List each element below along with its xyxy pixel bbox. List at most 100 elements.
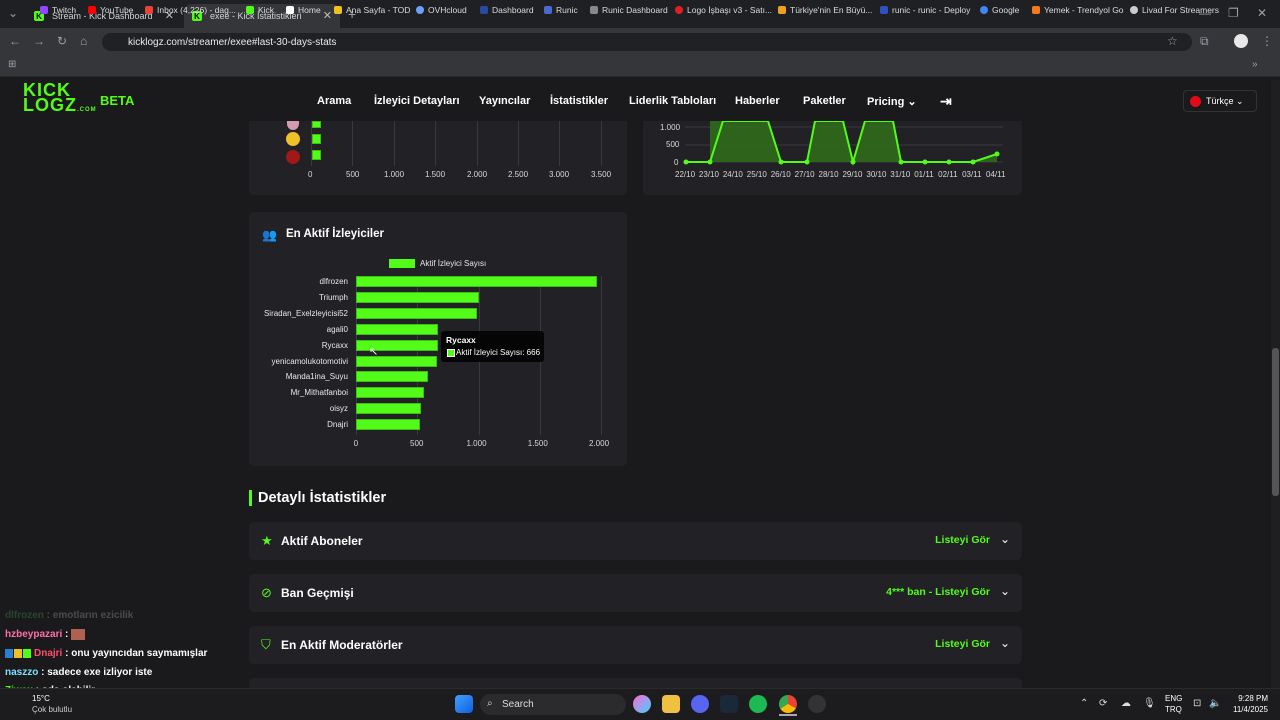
- bookmark-turkiye[interactable]: Türkiye'nin En Büyü...: [778, 5, 872, 15]
- bookmark-dashboard[interactable]: Dashboard: [480, 5, 534, 15]
- chevron-down-icon[interactable]: ⌄: [999, 584, 1010, 598]
- bookmark-runic[interactable]: Runic: [544, 5, 578, 15]
- listeyi-gor-link[interactable]: 4*** ban - Listeyi Gör: [886, 586, 990, 598]
- close-icon[interactable]: ✕: [322, 10, 332, 22]
- close-window-icon[interactable]: ✕: [1257, 6, 1268, 20]
- chevron-down-icon[interactable]: ⌄: [999, 636, 1010, 650]
- sync-icon[interactable]: ⟳: [1099, 698, 1108, 709]
- bar-dlfrozen[interactable]: [356, 276, 598, 287]
- bookmark-kick[interactable]: Kick: [246, 5, 274, 15]
- bookmark-home[interactable]: Home: [286, 5, 321, 15]
- x-tick-label: 01/11: [914, 170, 934, 179]
- app-icon[interactable]: [808, 695, 826, 713]
- reload-icon[interactable]: ↻: [57, 34, 68, 48]
- clock-date[interactable]: 11/4/2025: [1233, 705, 1268, 714]
- users-icon: 👥: [262, 228, 277, 242]
- bar-Manda1ina_Suyu[interactable]: [356, 371, 429, 383]
- bar-Rycaxx[interactable]: [356, 339, 438, 351]
- nav-yayincilar[interactable]: Yayıncılar: [479, 95, 531, 107]
- bookmark-inbox[interactable]: Inbox (4,226) - dag...: [145, 5, 236, 15]
- bookmark-logo-isbasi[interactable]: Logo İşbaşı v3 - Satı...: [675, 5, 772, 15]
- bookmark-trendyol[interactable]: Yemek - Trendyol Go: [1032, 5, 1124, 15]
- nav-haberler[interactable]: Haberler: [735, 95, 780, 107]
- tab-search-icon[interactable]: ⌄: [8, 6, 19, 20]
- menu-icon[interactable]: ⋮: [1261, 34, 1273, 48]
- nav-izleyici-detaylari[interactable]: İzleyici Detayları: [374, 95, 460, 107]
- login-icon[interactable]: ⇥: [940, 93, 952, 109]
- listeyi-gor-link[interactable]: Listeyi Gör: [935, 638, 990, 650]
- site-logo[interactable]: KICK LOGZ.COM: [23, 80, 97, 115]
- nav-pricing[interactable]: Pricing ⌄: [867, 96, 917, 108]
- bar-Triumph[interactable]: [356, 291, 479, 303]
- bar-yenicamolukotomotivi[interactable]: [356, 355, 438, 367]
- bookmark-youtube[interactable]: YouTube: [88, 5, 133, 15]
- forward-icon[interactable]: →: [33, 34, 45, 48]
- bookmark-runic-deploy[interactable]: runic - runic - Deploy: [880, 5, 970, 15]
- top-viewers-card: [249, 212, 627, 466]
- apps-icon[interactable]: ⊞: [8, 59, 17, 70]
- section-aktif-aboneler[interactable]: ★ Aktif Aboneler Listeyi Gör ⌄: [249, 522, 1022, 560]
- url-bar[interactable]: kicklogz.com/streamer/exee#last-30-days-…: [102, 33, 1192, 51]
- new-tab-icon[interactable]: +: [348, 6, 357, 22]
- mic-icon[interactable]: 🎙: [1143, 698, 1156, 709]
- bar-Mr_Mithatfanboi[interactable]: [356, 387, 424, 399]
- home-icon[interactable]: ⌂: [80, 34, 88, 48]
- language-select[interactable]: Türkçe ⌄: [1183, 90, 1257, 112]
- weather-desc[interactable]: Çok bulutlu: [32, 705, 73, 714]
- chrome-icon[interactable]: [779, 695, 797, 713]
- star-icon[interactable]: ☆: [1167, 34, 1178, 48]
- scrollbar-thumb[interactable]: [1272, 348, 1279, 496]
- bookmark-runic-dashboard[interactable]: Runic Dashboard: [590, 5, 668, 15]
- nav-paketler[interactable]: Paketler: [803, 95, 846, 107]
- bookmark-ovhcloud[interactable]: OVHcloud: [416, 5, 467, 15]
- tab-kick-dashboard[interactable]: K Stream - Kick Dashboard ✕: [26, 4, 182, 28]
- nav-liderlik-tablolari[interactable]: Liderlik Tabloları: [629, 95, 717, 107]
- section-ban-gecmisi[interactable]: ⊘ Ban Geçmişi 4*** ban - Listeyi Gör ⌄: [249, 574, 1022, 612]
- clock-time[interactable]: 9:28 PM: [1238, 694, 1268, 703]
- nav-arama[interactable]: Arama: [317, 95, 352, 107]
- listeyi-gor-link[interactable]: Listeyi Gör: [935, 534, 990, 546]
- top-left-bar[interactable]: [312, 134, 321, 144]
- steam-icon[interactable]: [720, 695, 738, 713]
- minimize-icon[interactable]: —: [1199, 6, 1211, 20]
- chevron-down-icon[interactable]: ⌄: [999, 532, 1010, 546]
- legend-swatch[interactable]: [389, 259, 415, 268]
- maximize-icon[interactable]: ❐: [1228, 6, 1239, 20]
- windows-start-icon[interactable]: [455, 695, 473, 713]
- bar-Siradan_Exelzleyicisi52[interactable]: [356, 307, 477, 319]
- bar-oisyz[interactable]: [356, 403, 421, 415]
- network-icon[interactable]: ⊡: [1193, 698, 1202, 709]
- more-bookmarks-icon[interactable]: »: [1252, 59, 1258, 70]
- badge-icon: [23, 648, 31, 658]
- cloud-icon[interactable]: ☁: [1121, 698, 1131, 709]
- bookmark-google[interactable]: Google: [980, 5, 1019, 15]
- weather-temp[interactable]: 15°C: [32, 694, 50, 703]
- x-icon: [286, 6, 294, 14]
- copilot-icon[interactable]: [633, 695, 651, 713]
- nav-istatistikler[interactable]: İstatistikler: [550, 95, 609, 107]
- chevron-up-icon[interactable]: ⌃: [1080, 698, 1089, 709]
- tooltip-swatch: [447, 349, 455, 357]
- back-icon[interactable]: ←: [9, 34, 21, 48]
- section-en-aktif-moderatorler[interactable]: ⛉ En Aktif Moderatörler Listeyi Gör ⌄: [249, 626, 1022, 664]
- bar-agali0[interactable]: [356, 323, 439, 335]
- lang-indicator-1[interactable]: ENG: [1165, 694, 1183, 703]
- volume-icon[interactable]: 🔈: [1209, 698, 1222, 709]
- top-left-bar[interactable]: [312, 121, 321, 128]
- line-point: [922, 159, 928, 165]
- close-icon[interactable]: ✕: [164, 10, 174, 22]
- discord-icon[interactable]: [691, 695, 709, 713]
- extensions-icon[interactable]: ⧉: [1200, 34, 1209, 48]
- lang-indicator-2[interactable]: TRQ: [1165, 705, 1182, 714]
- top-left-bar[interactable]: [312, 150, 321, 160]
- file-explorer-icon[interactable]: [662, 695, 680, 713]
- bar-Dnajri[interactable]: [356, 419, 421, 431]
- bookmark-twitch[interactable]: Twitch: [40, 5, 76, 15]
- bookmark-livad[interactable]: Livad For Streamers: [1130, 5, 1219, 15]
- bookmark-ana-sayfa[interactable]: Ana Sayfa - TOD: [334, 5, 410, 15]
- profile-avatar[interactable]: [1234, 34, 1248, 48]
- kicklogz-icon: K: [192, 11, 202, 21]
- spotify-icon[interactable]: [749, 695, 767, 713]
- taskbar-search[interactable]: ⌕ Search: [480, 694, 626, 715]
